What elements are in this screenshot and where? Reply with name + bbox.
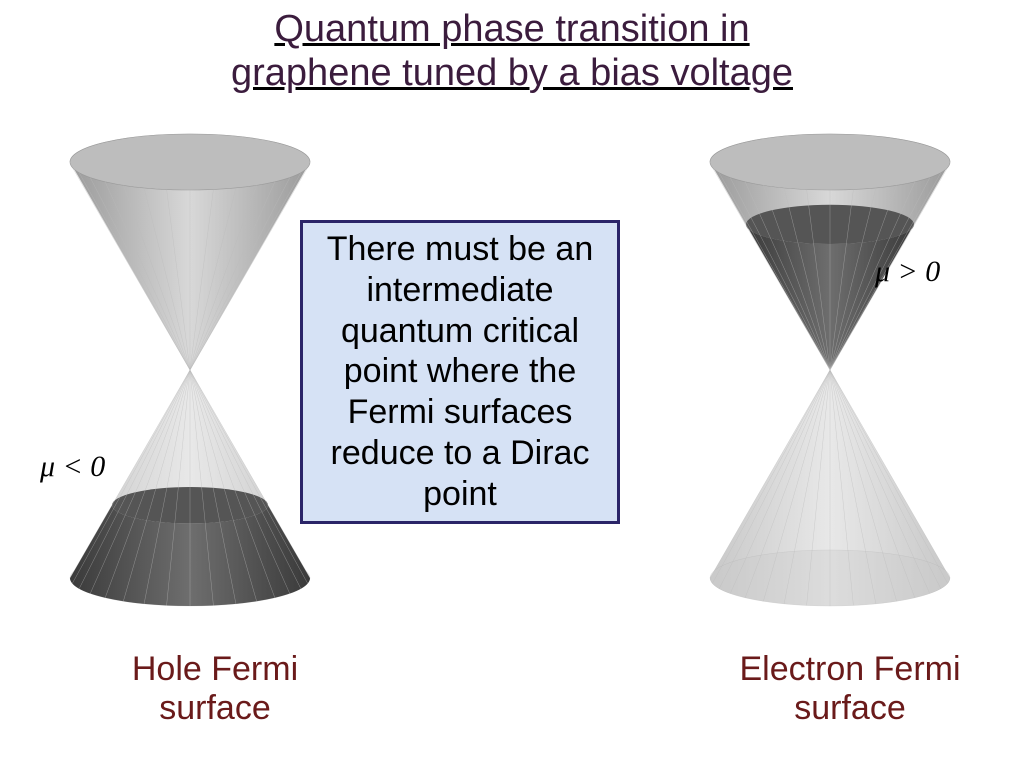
callout-text: There must be an intermediate quantum cr…: [327, 230, 593, 513]
caption-left-text: Hole Fermi surface: [132, 650, 298, 727]
mu-label-left: μ < 0: [40, 450, 105, 484]
slide-title: Quantum phase transition in graphene tun…: [0, 8, 1024, 95]
title-line2: graphene tuned by a bias voltage: [231, 52, 793, 94]
caption-right-text: Electron Fermi surface: [739, 650, 960, 727]
caption-right: Electron Fermi surface: [700, 650, 1000, 728]
dirac-cone-right: [700, 130, 960, 610]
caption-left: Hole Fermi surface: [115, 650, 315, 728]
title-line1: Quantum phase transition in: [274, 8, 749, 50]
mu-label-right: μ > 0: [875, 255, 940, 289]
callout-box: There must be an intermediate quantum cr…: [300, 220, 620, 524]
dirac-cone-left: [60, 130, 320, 610]
